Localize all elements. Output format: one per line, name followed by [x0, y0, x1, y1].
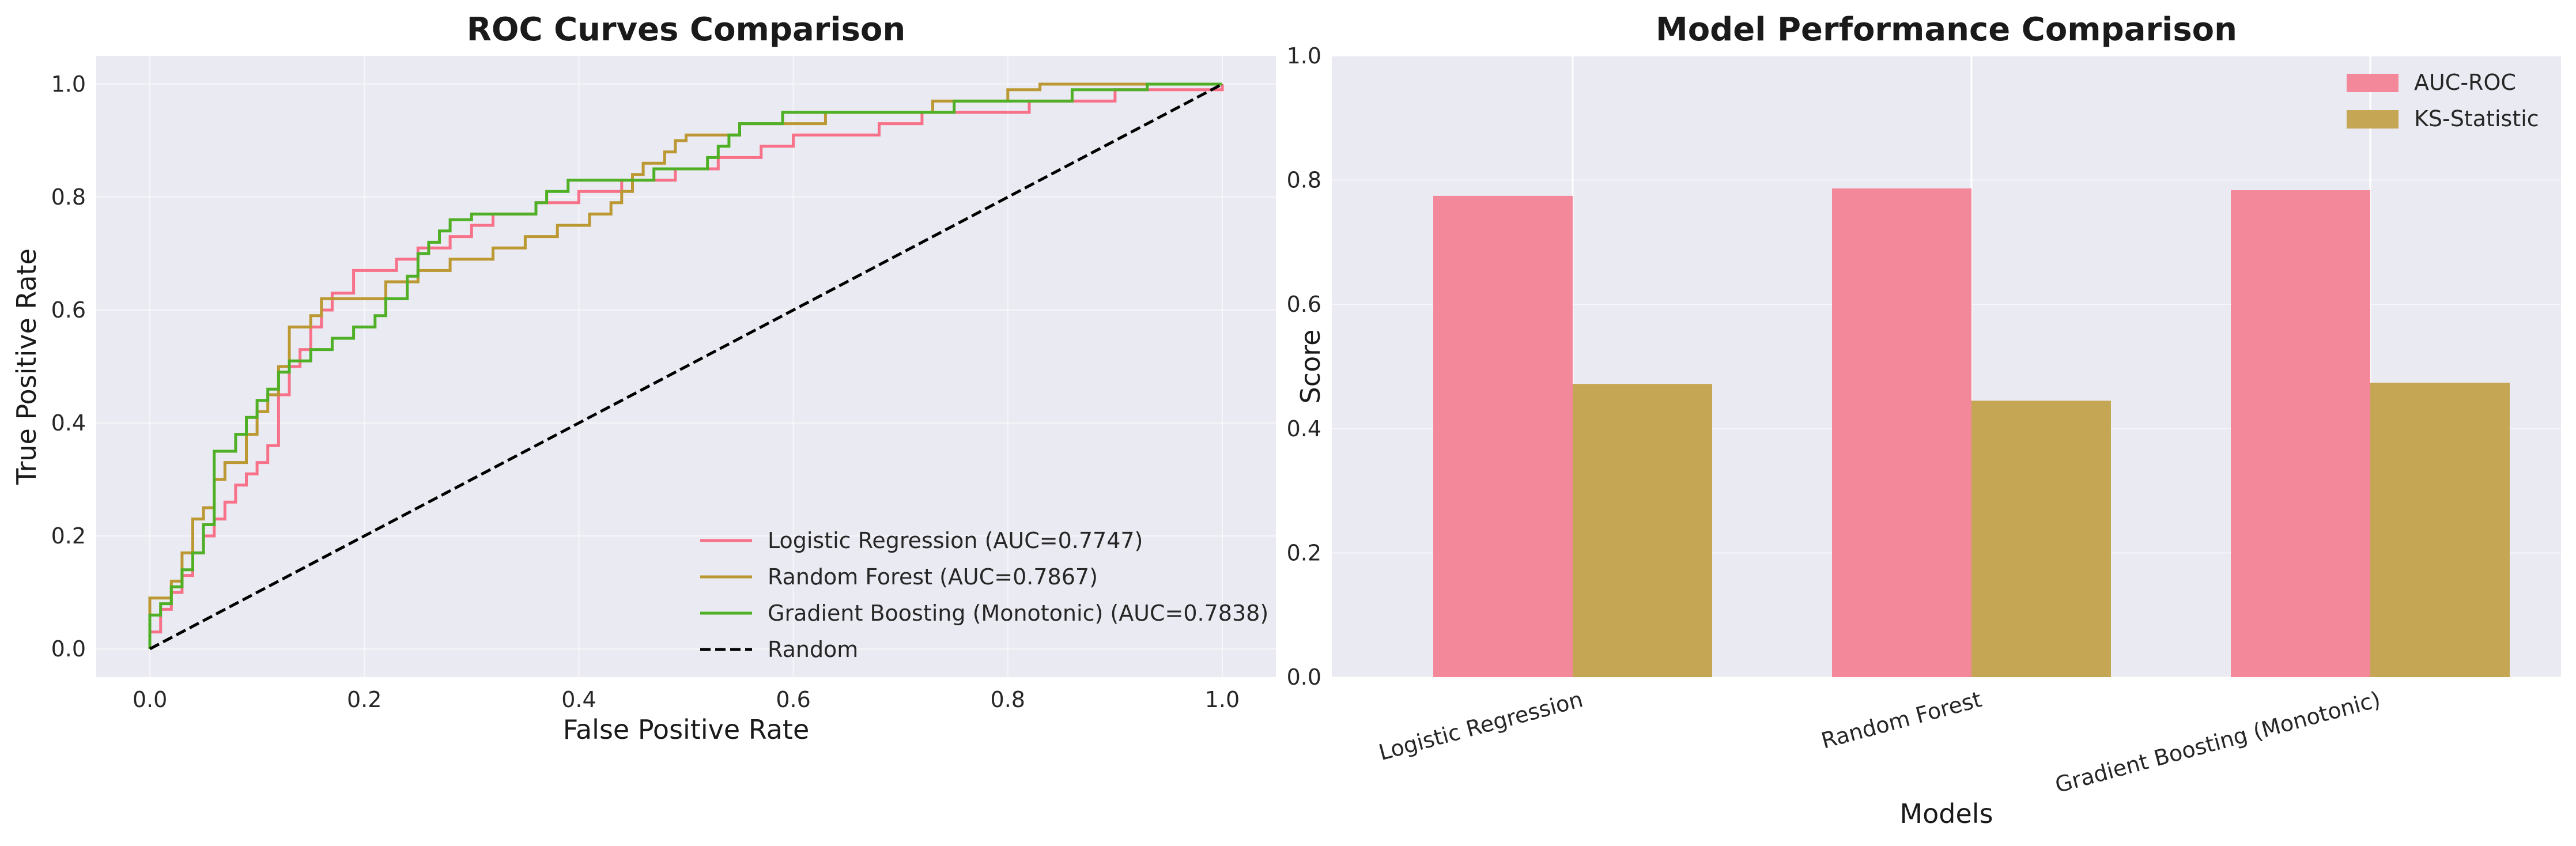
bar-0-1: [1832, 188, 1971, 678]
bar-legend-swatch-1: [2347, 110, 2399, 129]
roc-x-tick-label: 0.2: [347, 687, 382, 712]
roc-series-line-3: [149, 82, 1223, 651]
bar-category-label-1: Random Forest: [1819, 686, 1985, 754]
roc-y-axis-label: True Positive Rate: [11, 248, 42, 485]
bar-0-0: [1433, 195, 1573, 677]
roc-chart-title: ROC Curves Comparison: [467, 11, 906, 48]
roc-ticks: 0.0 0.2 0.4 0.6 0.8 1.0 0.0 0.2 0.4 0.6 0.8 1.0: [51, 71, 1240, 712]
roc-y-tick-label: 0.4: [51, 410, 86, 436]
bar-1-1: [1971, 401, 2111, 677]
roc-x-axis-label: False Positive Rate: [563, 714, 810, 745]
bar-legend-label-0: AUC-ROC: [2414, 70, 2516, 95]
roc-y-tick-label: 1.0: [51, 71, 86, 97]
roc-y-tick-label: 0.2: [51, 523, 86, 549]
roc-y-tick-label: 0.8: [51, 184, 86, 210]
roc-legend: Logistic Regression (AUC=0.7747) Random F…: [700, 528, 1268, 662]
roc-series-line-2: [148, 82, 1222, 649]
bar-1-2: [2370, 383, 2510, 677]
roc-chart: 0.0 0.2 0.4 0.6 0.8 1.0 0.0 0.2 0.4 0.6 0.8 1.0 ROC…: [11, 11, 1276, 745]
roc-legend-label-0: Logistic Regression (AUC=0.7747): [768, 528, 1143, 553]
bar-category-label-0: Logistic Regression: [1376, 686, 1585, 765]
roc-x-tick-label: 0.0: [133, 687, 167, 712]
bar-x-axis-label: Models: [1899, 798, 1993, 829]
bar-y-axis-label: Score: [1295, 330, 1326, 404]
roc-legend-label-1: Random Forest (AUC=0.7867): [768, 564, 1098, 590]
bar-series-group: [1433, 188, 2510, 678]
roc-x-tick-label: 0.8: [991, 687, 1025, 712]
bar-y-tick-label: 0.4: [1287, 416, 1321, 441]
roc-x-tick-label: 0.4: [561, 687, 596, 712]
roc-x-tick-label: 1.0: [1205, 687, 1240, 712]
bar-y-tick-label: 0.6: [1287, 292, 1321, 317]
roc-y-tick-label: 0.6: [51, 297, 86, 323]
bar-y-tick-label: 0.2: [1287, 540, 1321, 565]
bar-legend: AUC-ROC KS-Statistic: [2347, 70, 2539, 131]
bar-y-tick-label: 0.8: [1287, 168, 1321, 193]
bar-legend-swatch-0: [2347, 74, 2399, 92]
bar-1-0: [1573, 384, 1712, 677]
bar-category-label-2: Gradient Boosting (Monotonic): [2052, 686, 2383, 798]
bar-y-tick-label: 1.0: [1287, 43, 1321, 69]
bar-y-tick-label: 0.0: [1287, 664, 1321, 690]
roc-x-tick-label: 0.6: [776, 687, 810, 712]
bar-legend-label-1: KS-Statistic: [2414, 106, 2539, 131]
roc-y-tick-label: 0.0: [51, 636, 86, 662]
roc-grid: [96, 56, 1276, 677]
performance-bar-chart: 0.0 0.2 0.4 0.6 0.8 1.0 Logistic Regression Ran…: [1287, 11, 2561, 829]
roc-series-group: [148, 82, 1224, 651]
roc-legend-label-3: Random: [768, 637, 858, 662]
roc-series-line-0: [148, 84, 1224, 649]
bar-chart-title: Model Performance Comparison: [1656, 11, 2237, 48]
roc-legend-label-2: Gradient Boosting (Monotonic) (AUC=0.783…: [768, 600, 1268, 626]
bar-0-2: [2231, 190, 2370, 677]
